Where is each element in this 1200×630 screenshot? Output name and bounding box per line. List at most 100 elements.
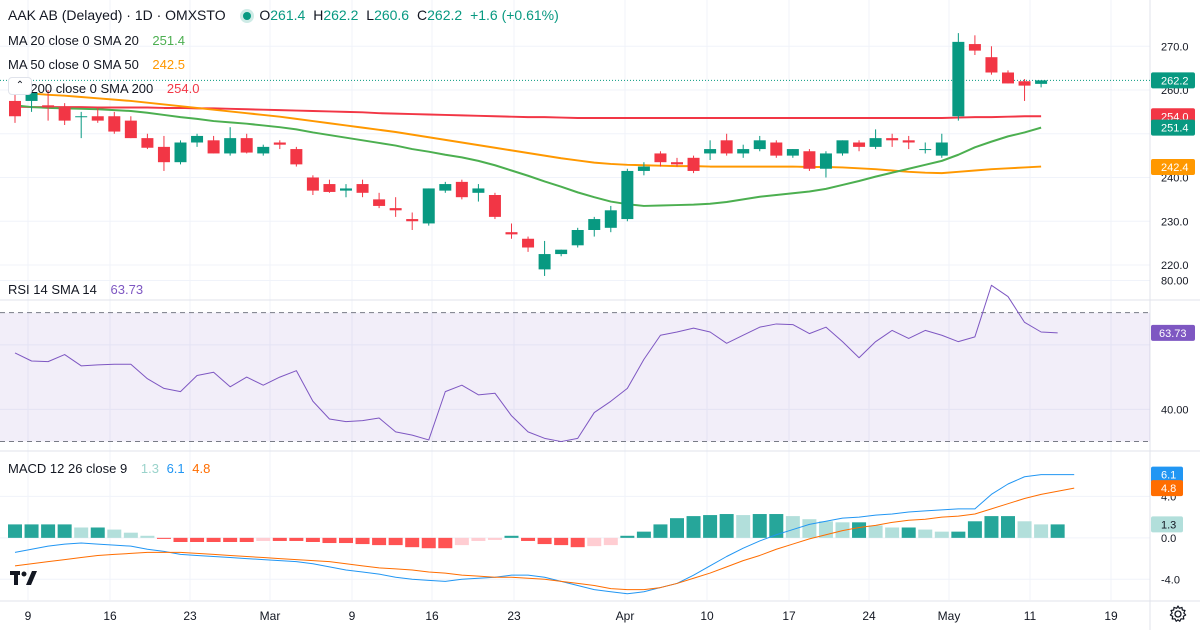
- macd-histogram-bar: [223, 537, 238, 542]
- collapse-legend-button[interactable]: ⌃: [8, 77, 32, 95]
- candle-body: [704, 149, 717, 154]
- candle-body: [224, 138, 237, 154]
- candle-body: [91, 116, 104, 121]
- price-axis-tick: 270.0: [1161, 41, 1189, 53]
- rsi-legend[interactable]: RSI 14 SMA 14 63.73: [8, 282, 147, 297]
- ma200-legend[interactable]: MA 200 close 0 SMA 200 254.0: [8, 81, 203, 96]
- candle-body: [157, 146, 170, 163]
- macd-histogram-bar: [405, 537, 420, 548]
- macd-histogram-bar: [156, 537, 171, 539]
- candle: [157, 135, 170, 171]
- macd-signal-value: 4.8: [192, 461, 211, 476]
- rsi-badge: [1151, 324, 1195, 341]
- macd-histogram-bar: [951, 531, 966, 538]
- candle: [985, 46, 998, 75]
- macd-histogram-bar: [305, 537, 320, 542]
- gear-icon[interactable]: [1168, 604, 1188, 624]
- candle-body: [522, 238, 535, 248]
- close-value: 262.2: [427, 7, 463, 23]
- candle-body: [968, 44, 981, 51]
- candle: [340, 184, 352, 198]
- candle: [753, 135, 766, 152]
- macd-histogram-bar: [289, 537, 304, 541]
- macd-histogram-bar: [785, 516, 800, 538]
- ma20-line: [14, 104, 1042, 207]
- candle: [637, 162, 650, 176]
- macd-histogram-bar: [901, 527, 916, 538]
- candle: [389, 197, 402, 217]
- symbol-header: AAK AB (Delayed) · 1D · OMXSTO O261.4 H2…: [8, 7, 567, 23]
- candle: [968, 35, 981, 55]
- ma50-value: 242.5: [152, 57, 185, 72]
- candle: [588, 216, 601, 237]
- candle: [124, 116, 137, 139]
- macd-histogram-bar: [769, 514, 784, 538]
- candle: [621, 168, 634, 222]
- macd-legend[interactable]: MACD 12 26 close 9 1.3 6.1 4.8: [8, 461, 214, 476]
- macd-histogram-bar: [206, 537, 221, 542]
- macd-histogram-bar: [471, 537, 486, 541]
- candle-body: [604, 210, 617, 228]
- macd-histogram-bar: [339, 537, 353, 544]
- candle-body: [290, 149, 303, 165]
- candle-body: [621, 170, 634, 220]
- macd-badge: [1151, 480, 1183, 497]
- candle-body: [803, 151, 816, 169]
- time-axis-tick: 17: [782, 609, 796, 623]
- low-label: L: [366, 7, 375, 23]
- candle-body: [737, 149, 750, 154]
- time-axis-tick: Apr: [616, 609, 635, 623]
- candle: [108, 111, 121, 134]
- macd-histogram-bar: [107, 529, 122, 538]
- symbol-title[interactable]: AAK AB (Delayed) · 1D · OMXSTO: [8, 7, 226, 23]
- macd-badge: [1151, 466, 1183, 483]
- candle-body: [786, 149, 799, 156]
- macd-line: [14, 474, 1075, 595]
- candle-body: [191, 135, 204, 143]
- candle-body: [488, 195, 501, 217]
- macd-histogram-bar: [818, 521, 833, 538]
- candle: [819, 151, 832, 178]
- ma20-label: MA 20 close 0 SMA 20: [8, 33, 139, 48]
- candle-body: [240, 138, 253, 153]
- tradingview-logo-icon[interactable]: [9, 568, 39, 594]
- macd-histogram-bar: [90, 527, 105, 538]
- candle-body: [42, 105, 55, 108]
- candle-body: [1002, 72, 1014, 84]
- macd-histogram-bar: [852, 522, 867, 538]
- candle-body: [902, 140, 915, 143]
- candle: [604, 205, 617, 233]
- ma20-legend[interactable]: MA 20 close 0 SMA 20 251.4: [8, 33, 189, 48]
- macd-histogram-bar: [355, 537, 370, 545]
- price-axis-tick: 220.0: [1161, 260, 1189, 272]
- macd-histogram-bar: [636, 531, 651, 538]
- macd-signal-line: [14, 487, 1075, 591]
- ma200-line: [14, 105, 1042, 119]
- macd-histogram-bar: [454, 537, 469, 546]
- candle-body: [538, 254, 551, 270]
- macd-histogram-bar: [587, 537, 602, 547]
- price-axis-tick: 230.0: [1161, 216, 1189, 228]
- macd-histogram-bar: [703, 515, 718, 538]
- candle: [323, 179, 336, 193]
- macd-histogram-bar: [421, 537, 436, 549]
- macd-histogram-bar: [372, 537, 387, 546]
- rsi-badge-label: 63.73: [1159, 328, 1187, 340]
- candle: [902, 135, 915, 150]
- candle: [786, 149, 799, 158]
- ohlc-values: O261.4 H262.2 L260.6 C262.2 +1.6 (+0.61%…: [259, 7, 562, 23]
- time-axis-tick: 11: [1024, 609, 1037, 623]
- candle: [472, 184, 485, 202]
- candle-body: [919, 149, 932, 151]
- open-label: O: [259, 7, 271, 23]
- macd-histogram-bar: [868, 525, 883, 538]
- close-label: C: [417, 7, 428, 23]
- candle-body: [124, 120, 137, 139]
- candle-body: [257, 146, 270, 154]
- rsi-label: RSI 14 SMA 14: [8, 282, 97, 297]
- rsi-axis-tick: 80.00: [1161, 275, 1189, 287]
- macd-histogram-bar: [140, 535, 155, 538]
- ma50-legend[interactable]: MA 50 close 0 SMA 50 242.5: [8, 57, 189, 72]
- price-badge-label: 251.4: [1161, 123, 1189, 135]
